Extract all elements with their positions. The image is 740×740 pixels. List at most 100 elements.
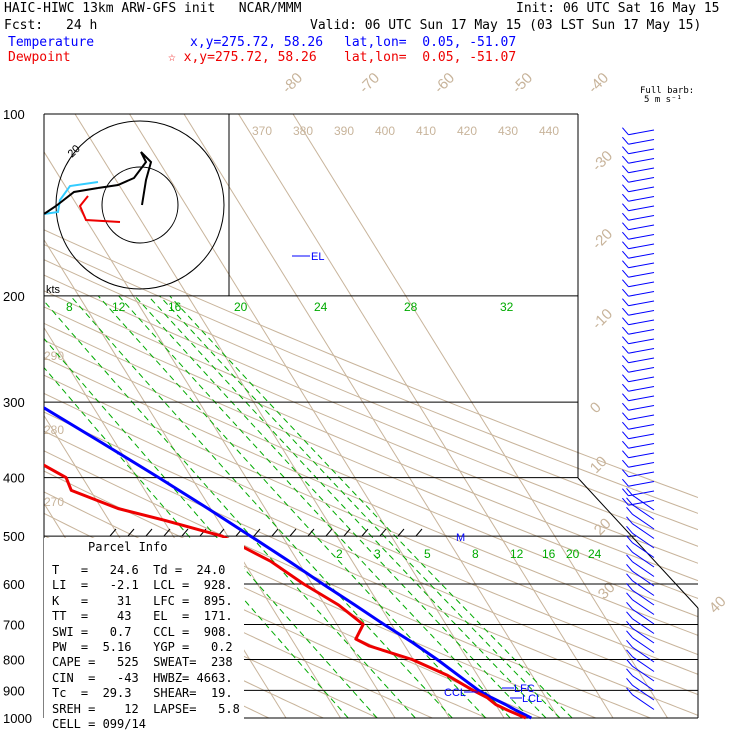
lcl-label: LCL [522, 693, 542, 705]
wind-barb-flag [622, 269, 629, 278]
wind-barb-flag [626, 525, 633, 534]
wind-barb-shaft [632, 637, 655, 653]
wind-barb-shaft [628, 357, 655, 364]
wind-barb-shaft [628, 215, 655, 221]
wind-barb-flag [626, 658, 633, 667]
wind-barb-flag [622, 241, 629, 250]
hodograph-kts-label: kts [46, 284, 61, 296]
wind-barb-shaft [628, 367, 655, 373]
theta-label: 380 [293, 124, 313, 138]
wind-barb-flag [622, 374, 629, 383]
freezing-tick [253, 528, 261, 537]
wind-barb-shaft [628, 338, 655, 345]
wind-barb-flag [622, 288, 629, 297]
theta-label: 420 [457, 124, 477, 138]
wind-barb-flag [626, 601, 633, 610]
wind-barb-shaft [632, 675, 655, 691]
wind-barb-flag [622, 212, 629, 221]
wind-barb-flag [622, 326, 629, 335]
theta-label: 440 [539, 124, 559, 138]
pressure-label: 900 [3, 683, 25, 698]
wind-barb-shaft [628, 443, 655, 449]
wind-barb-flag [622, 165, 629, 174]
wind-barb-shaft [628, 129, 655, 136]
wind-barb-shaft [628, 253, 655, 259]
wind-barb-flag [626, 506, 633, 515]
wind-barb-flag [622, 146, 629, 155]
dry-adiabat-line [44, 229, 698, 499]
dry-adiabat-line [44, 290, 698, 564]
mixing-ratio-label: 8 [472, 547, 479, 561]
freezing-tick [145, 528, 153, 537]
wind-barb-flag [622, 222, 629, 231]
isotherm-line [129, 114, 505, 719]
wind-barb-shaft [632, 542, 655, 558]
isotherm-line [74, 114, 450, 719]
freezing-tick [289, 528, 297, 537]
parcel-info-row: T = 24.6 Td = 24.0 [52, 563, 226, 577]
wind-barb-shaft [628, 262, 655, 269]
barb-scale-line2: 5 m s⁻¹ [644, 95, 682, 105]
dry-adiabat-line [44, 322, 698, 599]
freezing-tick [127, 528, 135, 537]
wind-barb-flag [626, 639, 633, 648]
mixing-ratio-label: 32 [500, 300, 514, 314]
wind-barb-flag [622, 155, 629, 164]
freezing-tick [325, 528, 333, 537]
wind-barb-flag [622, 193, 629, 202]
wind-barb-flag [622, 317, 629, 326]
isotherm-line [238, 114, 614, 719]
wind-barb-flag [622, 478, 629, 487]
theta-label: 270 [44, 495, 64, 509]
theta-label: 370 [252, 124, 272, 138]
parcel-info-row: CIN = -43 HWBZ= 4663. [52, 670, 233, 685]
wind-barb-shaft [632, 684, 655, 701]
mixing-ratio-label: 2 [336, 547, 343, 561]
freezing-tick [109, 528, 117, 537]
parcel-info-row: K = 31 LFC = 895. [52, 593, 233, 608]
isotherm-label: 30 [595, 579, 619, 603]
mixing-ratio-line [44, 337, 378, 719]
isotherm-label: 40 [706, 593, 730, 617]
isotherm-line [44, 238, 341, 719]
wind-barb-flag [626, 611, 633, 620]
dry-adiabat-line [44, 244, 698, 514]
wind-barb-shaft [632, 513, 655, 530]
pressure-label: 700 [3, 617, 25, 632]
wind-barb-shaft [628, 348, 655, 354]
wind-barb-flag [626, 649, 633, 658]
wind-barb-flag [626, 497, 633, 506]
mixing-ratio-line [44, 366, 349, 719]
wind-barb-shaft [632, 599, 655, 615]
isotherm-label: -30 [589, 147, 616, 174]
wind-barb-flag [622, 364, 629, 373]
wind-barb-flag [622, 279, 629, 288]
wind-barb-flag [626, 620, 633, 629]
wind-barb-shaft [628, 376, 655, 383]
parcel-info-row: CAPE = 525 SWEAT= 238 [52, 655, 233, 670]
dry-adiabat-line [44, 430, 698, 716]
parcel-info-row: SWI = 0.7 CCL = 908. [52, 624, 233, 639]
dry-adiabat-line [44, 356, 698, 636]
wind-barb-flag [626, 668, 633, 677]
parcel-info-row: LI = -2.1 LCL = 928. [52, 578, 233, 593]
hodograph-upper-trace [97, 151, 153, 206]
wind-barb-shaft [628, 272, 655, 278]
pressure-label: 1000 [3, 711, 32, 726]
wind-barb-shaft [632, 665, 655, 682]
theta-label: 410 [416, 124, 436, 138]
hodograph-ring-inner [101, 166, 179, 244]
wind-barb-shaft [632, 646, 655, 663]
wind-barb-flag [626, 544, 633, 553]
parcel-info-panel: Parcel Info T = 24.6 Td = 24.0 LI = -2.1 … [44, 538, 244, 738]
isotherm-label: -40 [585, 69, 612, 96]
wind-barb-flag [626, 592, 633, 601]
freezing-tick [307, 528, 315, 537]
wind-barb-shaft [628, 148, 655, 155]
isotherm-label: -50 [509, 69, 536, 96]
isotherm-line [183, 114, 559, 719]
wind-barb-flag [622, 488, 629, 497]
wind-barb-shaft [628, 433, 655, 440]
wind-barb-shaft [632, 551, 655, 568]
